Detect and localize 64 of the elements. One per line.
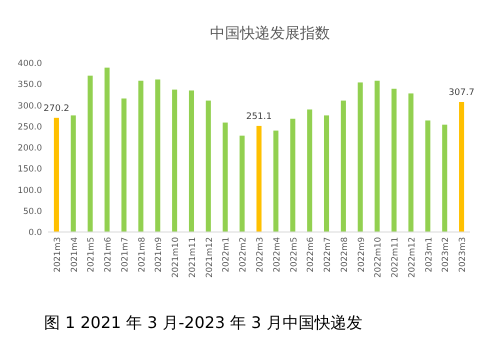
x-tick-label: 2021m10 <box>171 237 182 278</box>
x-tick-label: 2022m3 <box>256 237 266 272</box>
x-tick-label: 2022m7 <box>323 237 334 272</box>
x-tick-label: 2022m12 <box>407 237 418 278</box>
y-tick-label: 400.0 <box>18 59 42 69</box>
x-tick-label: 2022m4 <box>272 237 282 272</box>
x-tick-label: 2023m3 <box>458 237 468 272</box>
x-tick-label: 2022m2 <box>238 237 249 272</box>
chart-title: 中国快递发展指数 <box>210 24 330 42</box>
data-label: 251.1 <box>246 112 272 122</box>
data-label: 270.2 <box>44 104 70 114</box>
y-tick-label: 100.0 <box>18 186 42 196</box>
x-tick-label: 2022m5 <box>289 237 300 272</box>
bar <box>358 82 363 232</box>
bar <box>442 124 448 232</box>
bar <box>155 79 160 232</box>
x-tick-label: 2022m8 <box>340 237 350 272</box>
bar <box>206 100 211 232</box>
x-tick-label: 2021m7 <box>120 237 130 272</box>
x-tick-label: 2021m12 <box>204 237 215 278</box>
bar <box>408 93 414 232</box>
bar <box>88 76 93 232</box>
x-tick-label: 2023m2 <box>441 237 452 272</box>
x-tick-label: 2021m8 <box>137 237 148 272</box>
y-tick-label: 300.0 <box>18 101 42 112</box>
caption: 图 1 2021 年 3 月-2023 年 3 月中国快递发 <box>44 313 362 332</box>
bar <box>188 90 194 232</box>
bar <box>459 102 464 232</box>
x-tick-label: 2021m9 <box>154 237 164 272</box>
bar <box>172 90 178 232</box>
bar <box>340 100 346 232</box>
y-tick-label: 150.0 <box>18 164 42 175</box>
bar <box>70 115 76 232</box>
data-label: 307.7 <box>448 88 474 98</box>
bar <box>54 118 59 232</box>
x-tick-label: 2021m6 <box>104 237 114 272</box>
bar <box>307 109 312 232</box>
bar <box>425 120 430 232</box>
x-tick-label: 2022m11 <box>390 237 401 278</box>
bar <box>374 80 380 232</box>
x-tick-label: 2021m4 <box>70 237 80 272</box>
bar <box>138 80 144 232</box>
bar <box>240 136 245 232</box>
bar <box>256 126 262 232</box>
y-tick-label: 350.0 <box>18 80 42 90</box>
x-tick-label: 2021m5 <box>86 237 97 272</box>
y-tick-label: 0.0 <box>28 228 42 238</box>
x-tick-label: 2022m10 <box>374 237 384 278</box>
bar <box>392 88 397 232</box>
bar <box>121 98 126 232</box>
x-tick-label: 2022m9 <box>356 237 367 272</box>
bar <box>273 130 278 232</box>
x-tick-label: 2023m1 <box>424 237 434 272</box>
bar <box>290 118 296 232</box>
x-tick-label: 2021m11 <box>188 237 198 278</box>
y-tick-label: 200.0 <box>18 144 42 154</box>
bar <box>104 68 110 232</box>
y-tick-label: 250.0 <box>18 122 42 132</box>
x-tick-label: 2022m6 <box>306 237 316 272</box>
bar <box>324 115 330 232</box>
x-tick-label: 2021m3 <box>52 237 63 272</box>
y-tick-label: 50.0 <box>23 206 42 217</box>
bar <box>222 122 228 232</box>
x-tick-label: 2022m1 <box>222 237 232 272</box>
